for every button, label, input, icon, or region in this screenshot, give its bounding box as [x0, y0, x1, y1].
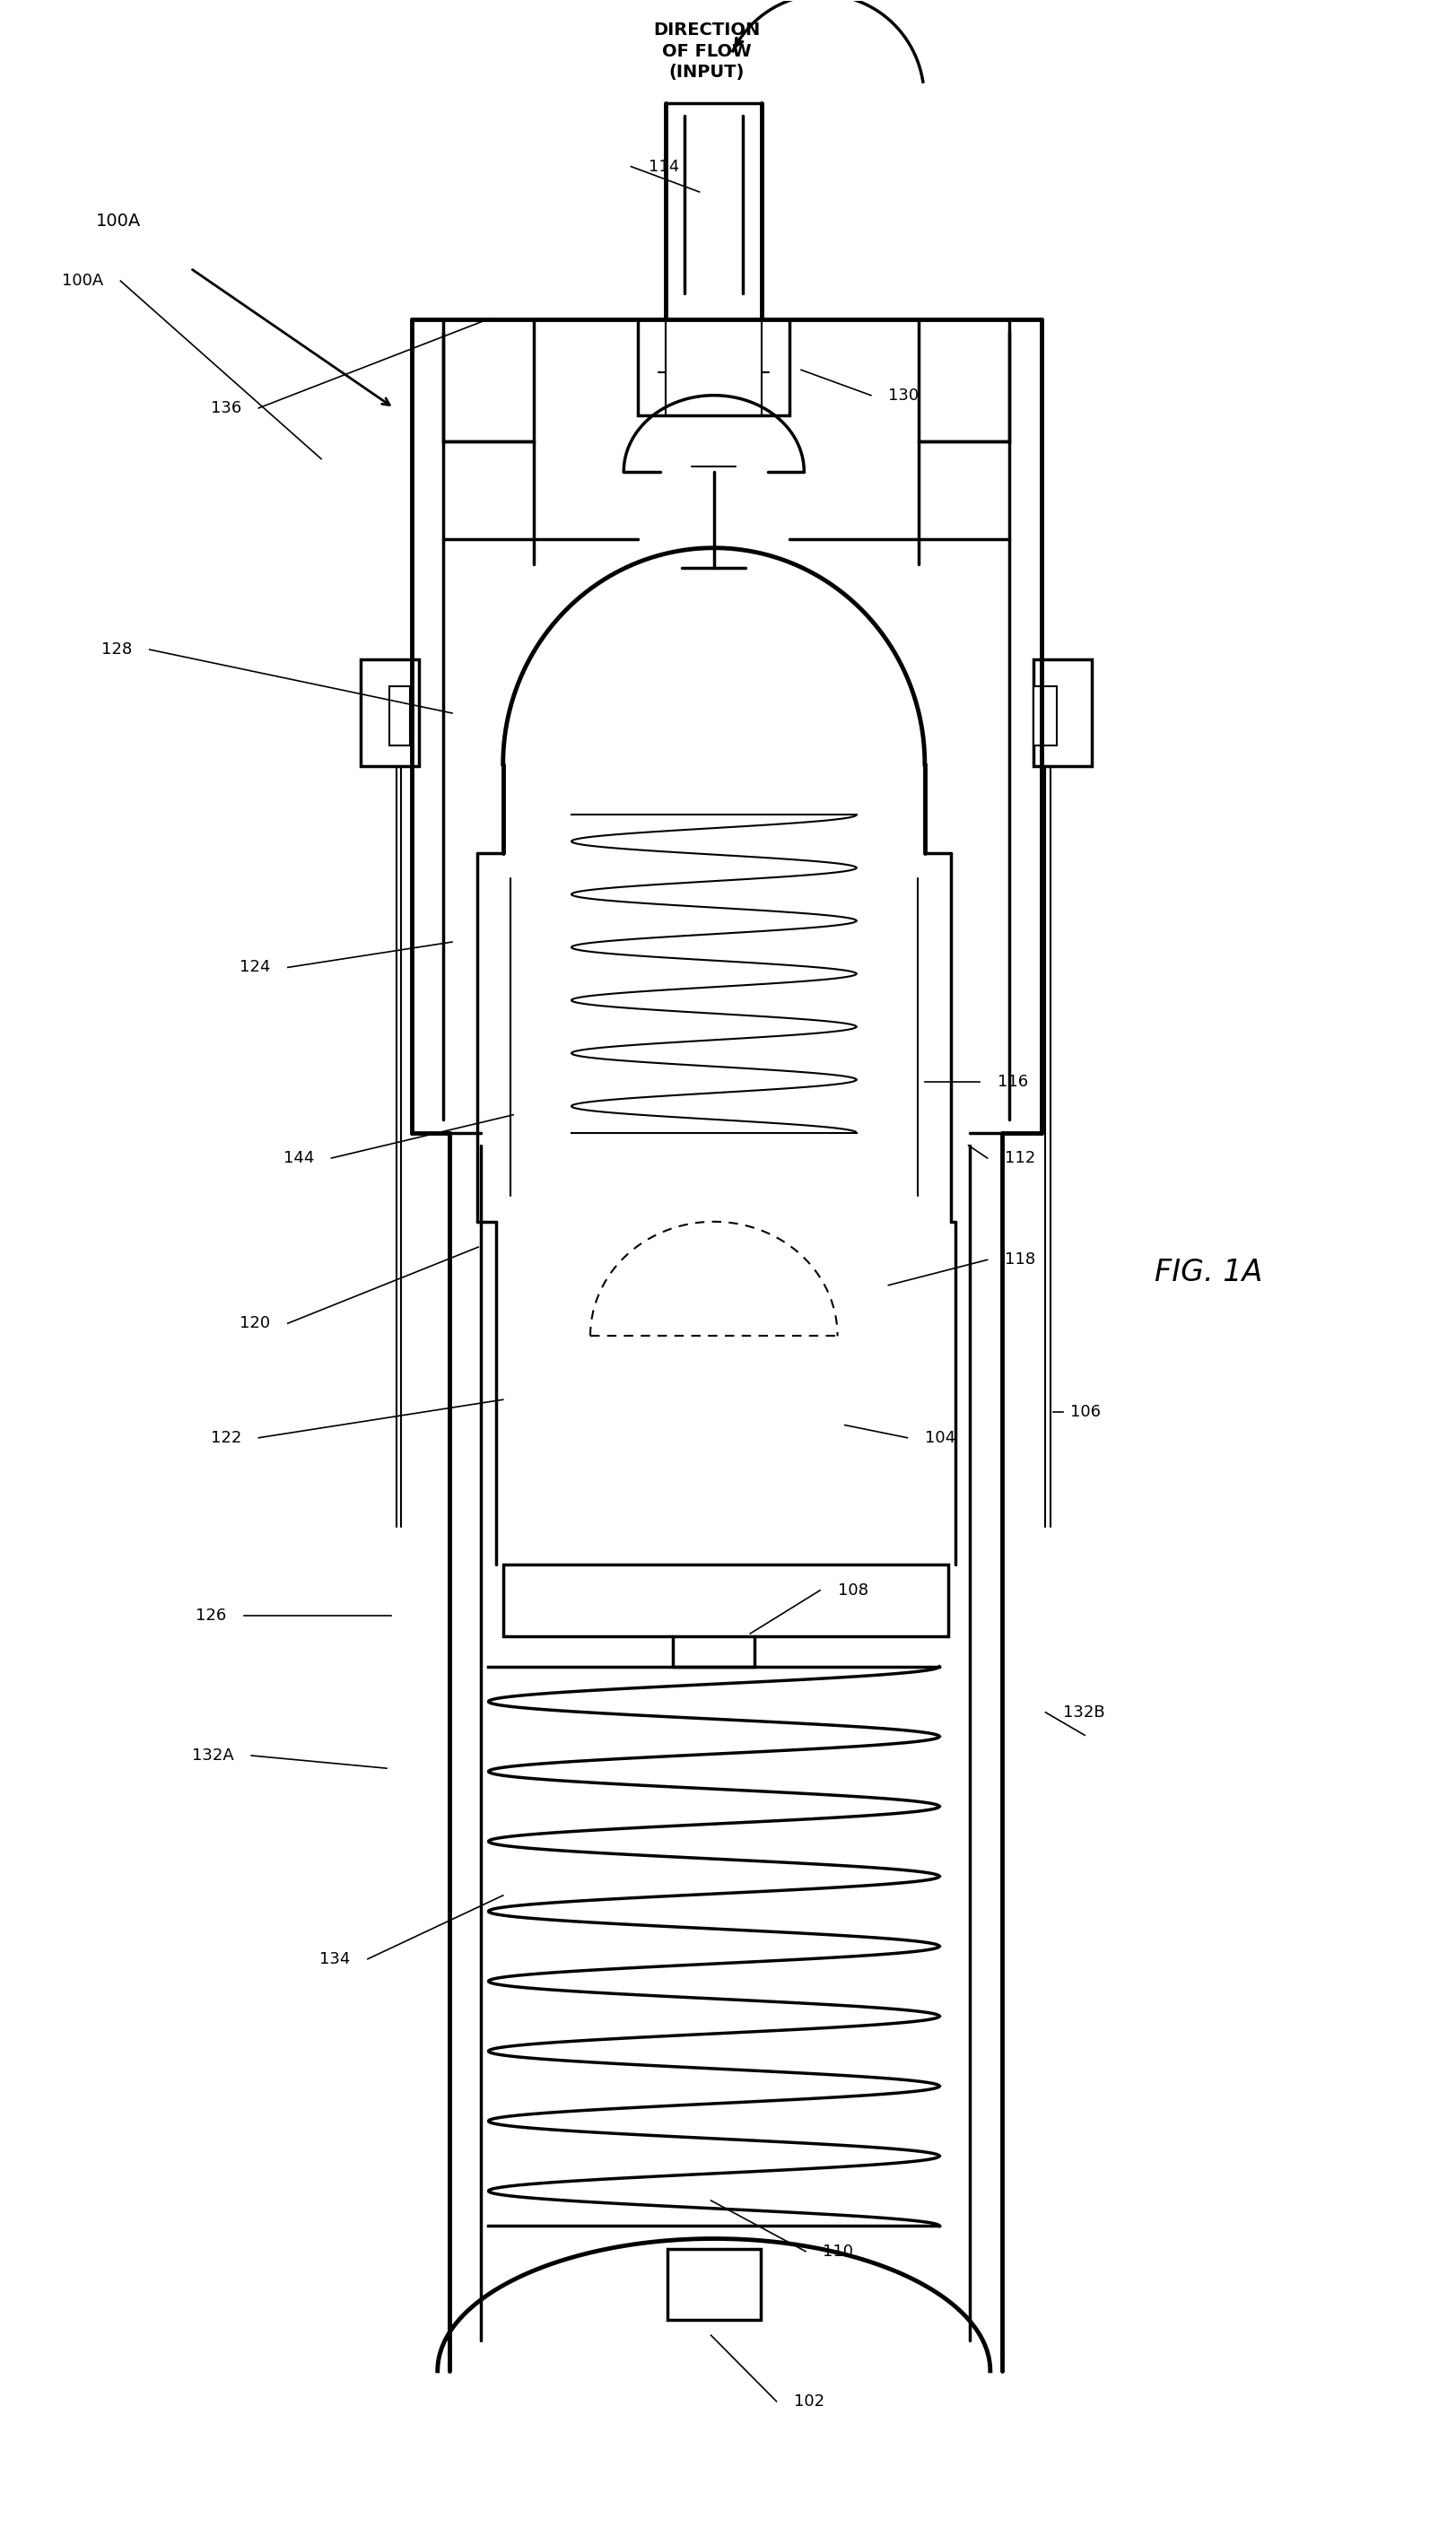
Text: 132B: 132B: [1063, 1705, 1104, 1720]
Text: 116: 116: [997, 1074, 1028, 1089]
Text: 132A: 132A: [192, 1748, 234, 1764]
Text: 114: 114: [648, 158, 678, 176]
Text: 120: 120: [240, 1316, 271, 1331]
Text: 126: 126: [197, 1608, 227, 1624]
Text: 100A: 100A: [96, 214, 141, 229]
Text: 118: 118: [1005, 1252, 1035, 1267]
Text: FIG. 1A: FIG. 1A: [1153, 1257, 1261, 1288]
Bar: [389, 687, 409, 746]
Bar: [919, 318, 1009, 440]
Bar: [638, 318, 789, 415]
Bar: [360, 659, 418, 766]
Text: 108: 108: [837, 1583, 868, 1598]
Text: 124: 124: [239, 959, 271, 975]
Text: 106: 106: [1070, 1405, 1101, 1420]
Text: 134: 134: [319, 1952, 349, 1967]
Text: DIRECTION
OF FLOW
(INPUT): DIRECTION OF FLOW (INPUT): [652, 20, 760, 81]
Text: 110: 110: [823, 2242, 853, 2260]
Bar: [1034, 687, 1057, 746]
Bar: [1034, 659, 1092, 766]
Bar: [667, 2250, 760, 2321]
Text: 122: 122: [210, 1430, 242, 1446]
Text: 144: 144: [282, 1150, 313, 1166]
Text: 136: 136: [210, 400, 242, 417]
Text: 130: 130: [888, 387, 919, 405]
Text: 112: 112: [1005, 1150, 1035, 1166]
Text: 104: 104: [925, 1430, 955, 1446]
Bar: [443, 318, 533, 440]
Bar: [502, 1565, 948, 1636]
Text: 100A: 100A: [61, 272, 103, 290]
Text: 102: 102: [794, 2392, 824, 2410]
Text: 128: 128: [102, 641, 132, 657]
